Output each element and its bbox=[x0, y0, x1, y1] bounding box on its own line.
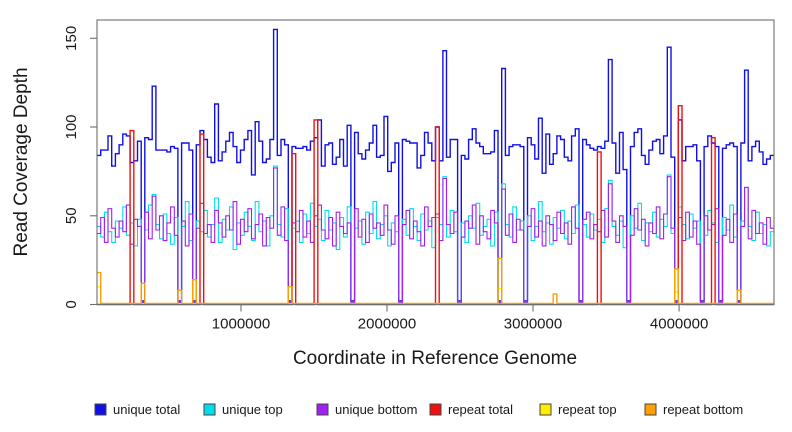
legend-item-repeat-total: repeat total bbox=[429, 402, 513, 417]
legend-label-unique-bottom: unique bottom bbox=[335, 402, 417, 417]
legend-item-unique-top: unique top bbox=[203, 402, 283, 417]
legend-item-unique-bottom: unique bottom bbox=[316, 402, 417, 417]
x-tick-label: 1000000 bbox=[212, 316, 270, 333]
y-axis: 0 50 100 150 bbox=[63, 26, 97, 309]
plot-border bbox=[96, 19, 775, 306]
series-layer bbox=[97, 28, 774, 306]
legend-label-unique-top: unique top bbox=[222, 402, 283, 417]
y-tick-label: 150 bbox=[63, 26, 80, 51]
x-tick-label: 2000000 bbox=[358, 316, 416, 333]
series-line-repeat-total bbox=[97, 105, 774, 306]
legend-swatch-unique-top bbox=[203, 403, 216, 416]
legend-label-repeat-top: repeat top bbox=[558, 402, 617, 417]
x-tick-label: 3000000 bbox=[504, 316, 562, 333]
legend-label-repeat-total: repeat total bbox=[448, 402, 513, 417]
y-tick-label: 50 bbox=[63, 207, 80, 224]
legend-label-unique-total: unique total bbox=[113, 402, 180, 417]
legend-item-unique-total: unique total bbox=[94, 402, 180, 417]
legend-item-repeat-top: repeat top bbox=[539, 402, 617, 417]
x-axis: 1000000 2000000 3000000 4000000 bbox=[212, 304, 708, 333]
y-tick-label: 100 bbox=[63, 114, 80, 139]
x-axis-title: Coordinate in Reference Genome bbox=[293, 348, 577, 369]
y-axis-title: Read Coverage Depth bbox=[11, 67, 32, 256]
x-tick-label: 4000000 bbox=[650, 316, 708, 333]
legend-item-repeat-bottom: repeat bottom bbox=[644, 402, 743, 417]
legend-swatch-repeat-top bbox=[539, 403, 552, 416]
legend-label-repeat-bottom: repeat bottom bbox=[663, 402, 743, 417]
legend-swatch-repeat-total bbox=[429, 403, 442, 416]
series-line-repeat-bottom bbox=[97, 257, 774, 305]
legend-swatch-repeat-bottom bbox=[644, 403, 657, 416]
legend: unique total unique top unique bottom repea… bbox=[94, 402, 743, 417]
legend-swatch-unique-bottom bbox=[316, 403, 329, 416]
legend-swatch-unique-total bbox=[94, 403, 107, 416]
y-tick-label: 0 bbox=[63, 300, 80, 308]
